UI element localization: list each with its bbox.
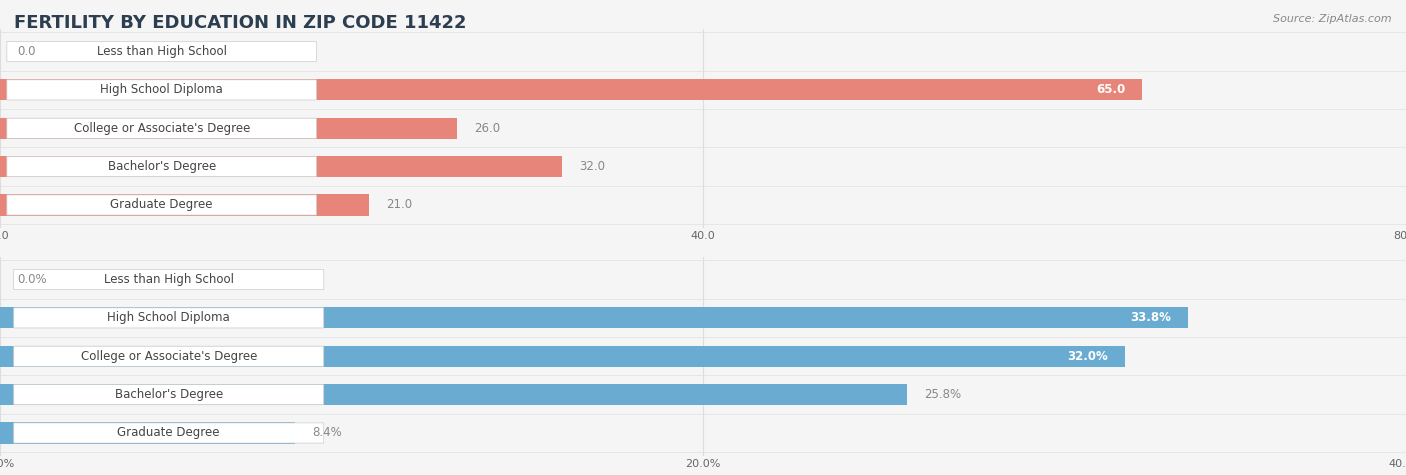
Text: Less than High School: Less than High School	[97, 45, 226, 58]
Text: Graduate Degree: Graduate Degree	[118, 427, 219, 439]
Text: 32.0%: 32.0%	[1067, 350, 1108, 363]
Text: College or Associate's Degree: College or Associate's Degree	[73, 122, 250, 135]
FancyBboxPatch shape	[7, 41, 316, 62]
FancyBboxPatch shape	[14, 423, 323, 443]
Bar	[0, 118, 457, 139]
Bar	[0, 194, 368, 216]
Text: College or Associate's Degree: College or Associate's Degree	[80, 350, 257, 363]
Text: FERTILITY BY EDUCATION IN ZIP CODE 11422: FERTILITY BY EDUCATION IN ZIP CODE 11422	[14, 14, 467, 32]
Text: 33.8%: 33.8%	[1130, 312, 1171, 324]
Text: High School Diploma: High School Diploma	[107, 312, 231, 324]
Text: Graduate Degree: Graduate Degree	[111, 199, 212, 211]
FancyBboxPatch shape	[7, 195, 316, 215]
Text: Bachelor's Degree: Bachelor's Degree	[108, 160, 215, 173]
Text: 32.0: 32.0	[579, 160, 605, 173]
Text: 0.0: 0.0	[17, 45, 35, 58]
Bar	[0, 422, 295, 444]
FancyBboxPatch shape	[14, 269, 323, 290]
Text: 8.4%: 8.4%	[312, 427, 342, 439]
FancyBboxPatch shape	[7, 80, 316, 100]
Bar	[0, 307, 1188, 328]
Text: Source: ZipAtlas.com: Source: ZipAtlas.com	[1274, 14, 1392, 24]
FancyBboxPatch shape	[14, 308, 323, 328]
Text: Less than High School: Less than High School	[104, 273, 233, 286]
Text: 65.0: 65.0	[1097, 84, 1126, 96]
FancyBboxPatch shape	[14, 385, 323, 405]
Text: 25.8%: 25.8%	[924, 388, 960, 401]
Text: High School Diploma: High School Diploma	[100, 84, 224, 96]
FancyBboxPatch shape	[7, 157, 316, 177]
Text: 21.0: 21.0	[385, 199, 412, 211]
Bar	[0, 384, 907, 405]
Bar	[0, 79, 1142, 100]
FancyBboxPatch shape	[7, 118, 316, 138]
Text: 0.0%: 0.0%	[17, 273, 46, 286]
Text: Bachelor's Degree: Bachelor's Degree	[115, 388, 222, 401]
Bar	[0, 346, 1125, 367]
Text: 26.0: 26.0	[474, 122, 501, 135]
FancyBboxPatch shape	[14, 346, 323, 366]
Bar	[0, 156, 562, 177]
